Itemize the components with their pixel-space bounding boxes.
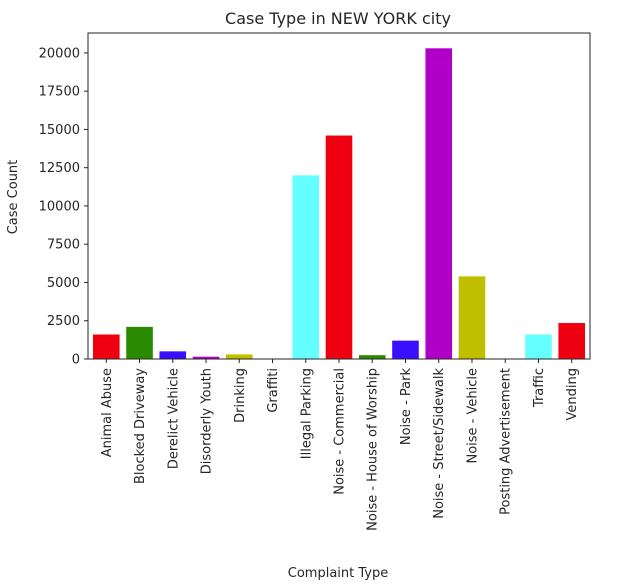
x-tick-label: Posting Advertisement — [499, 368, 514, 515]
bar — [458, 276, 486, 359]
bar — [292, 175, 320, 359]
x-tick-label: Illegal Parking — [299, 368, 314, 459]
x-tick-label: Vending — [565, 368, 580, 420]
bar — [126, 326, 153, 359]
bar — [92, 334, 120, 359]
y-tick-label: 0 — [72, 353, 80, 368]
bar — [192, 356, 220, 359]
x-tick-label: Animal Abuse — [100, 368, 115, 457]
y-tick-label: 17500 — [39, 85, 80, 100]
x-tick-label: Traffic — [532, 368, 547, 408]
x-tick-label: Derelict Vehicle — [166, 368, 181, 469]
y-tick-label: 12500 — [39, 161, 80, 176]
y-tick-label: 10000 — [39, 199, 80, 214]
plot-area: 0 2500 5000 7500 10000 12500 15000 17500 20000 An… — [39, 32, 591, 531]
chart-title: Case Type in NEW YORK city — [225, 9, 451, 28]
y-tick-label: 5000 — [47, 276, 80, 291]
y-axis-title: Case Count — [6, 160, 21, 235]
bar — [558, 323, 586, 359]
y-tick-label: 15000 — [39, 123, 80, 138]
x-tick-label: Noise - Park — [399, 368, 414, 446]
x-tick-label: Graffiti — [266, 368, 281, 413]
x-tick-label: Disorderly Youth — [200, 368, 215, 474]
y-tick-label: 2500 — [47, 314, 80, 329]
bar — [358, 355, 386, 359]
x-tick-label: Noise - Street/Sidewalk — [432, 368, 447, 519]
bar — [425, 48, 453, 360]
x-tick-label: Noise - House of Worship — [366, 368, 381, 531]
x-tick-label: Drinking — [233, 368, 248, 423]
x-tick-label: Noise - Commercial — [333, 368, 348, 495]
bar — [525, 334, 552, 359]
bar — [325, 135, 353, 359]
y-tick-label: 7500 — [47, 238, 80, 253]
x-tick-label: Noise - Vehicle — [465, 368, 480, 464]
bar — [159, 351, 187, 359]
x-tick-label: Blocked Driveway — [133, 368, 148, 484]
bar — [225, 354, 253, 359]
x-axis-title: Complaint Type — [288, 566, 388, 581]
y-tick-label: 20000 — [39, 46, 80, 61]
bar — [392, 340, 419, 359]
